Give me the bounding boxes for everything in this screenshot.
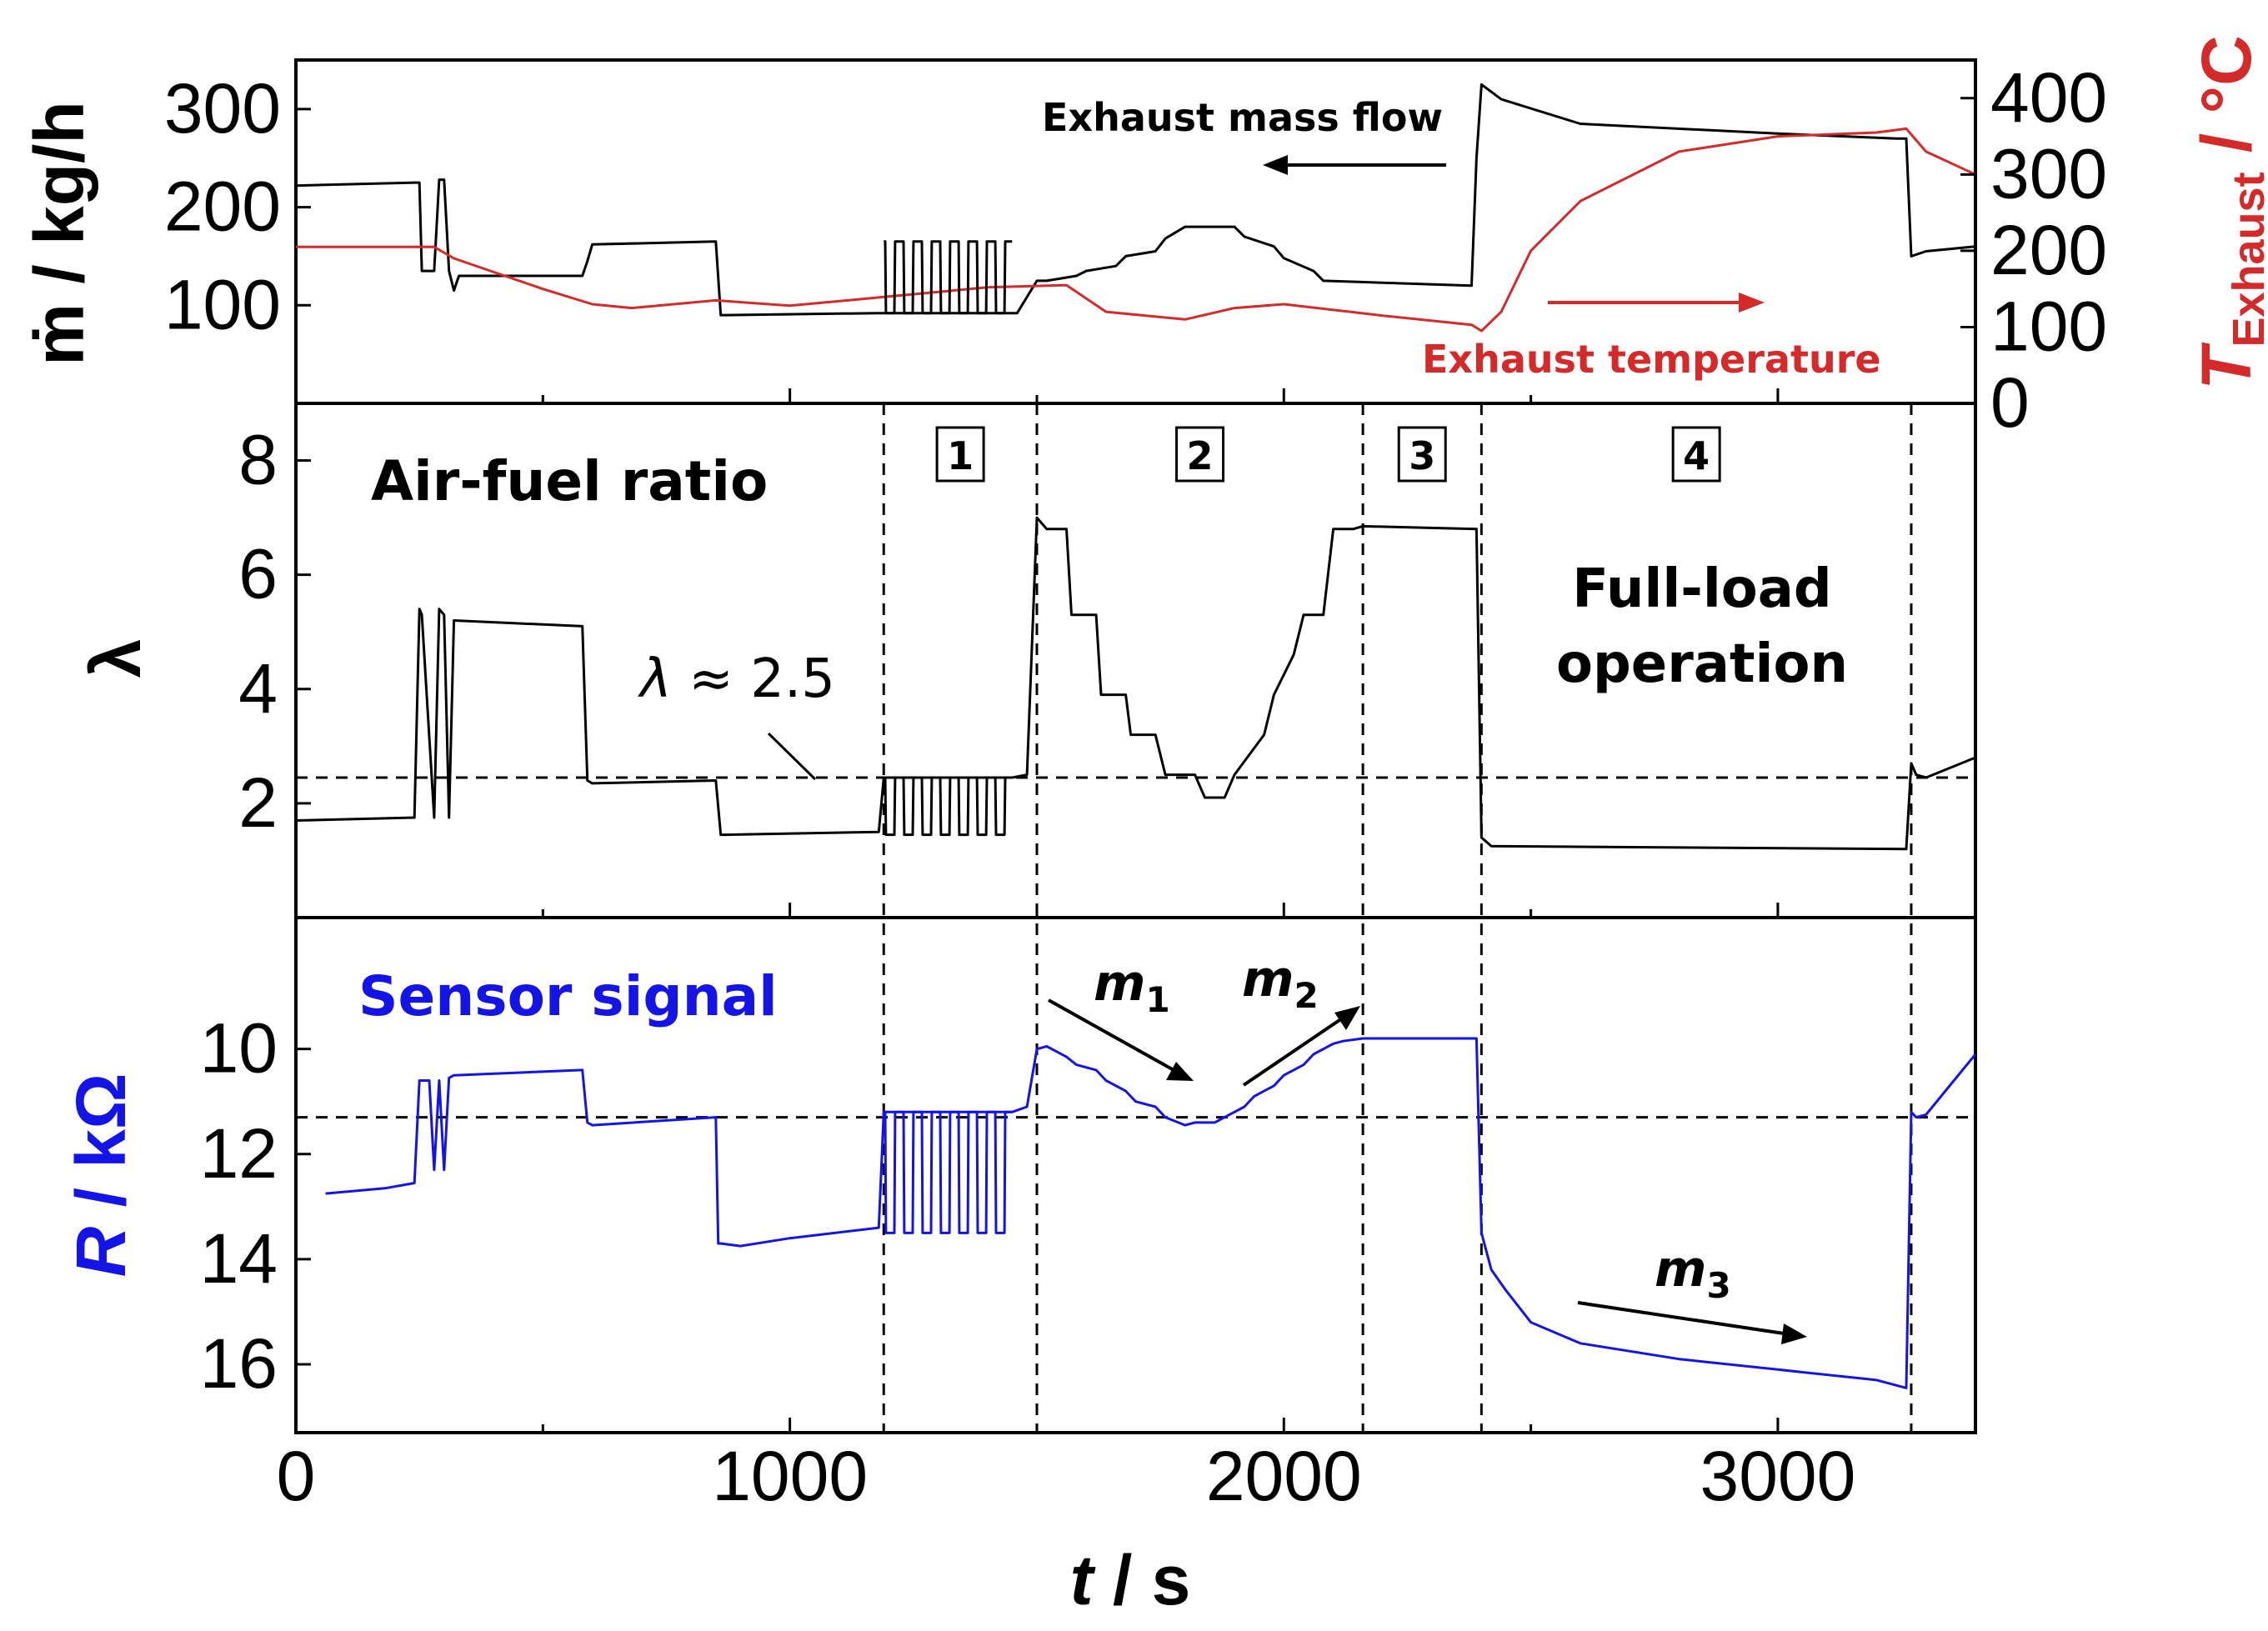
temperature-axis-title: TExhaust / °C — [2187, 35, 2268, 390]
lambda-leader-line — [767, 732, 817, 781]
lambda-approx-label: λ ≈ 2.5 — [638, 648, 835, 710]
series-line-top-0 — [295, 83, 1976, 317]
x-tick-label: 0 — [277, 1437, 316, 1515]
air-fuel-ratio-label: Air-fuel ratio — [371, 449, 768, 513]
y-tick-label-left: 300 — [164, 69, 281, 148]
top-panel-plot — [295, 83, 1976, 333]
m1-label: m1 — [1094, 954, 1170, 1020]
region-box — [935, 426, 985, 483]
y-tick-label-mid: 4 — [238, 649, 278, 728]
m1-arrow — [1048, 998, 1194, 1081]
y-tick-label-mid: 2 — [238, 763, 278, 842]
y-tick-label-right: 300 — [1990, 134, 2107, 213]
time-axis-title: t / s — [1070, 1541, 1191, 1619]
region-label: 1 — [947, 433, 974, 478]
region-label: 2 — [1187, 433, 1214, 478]
series-line-top-1 — [296, 127, 1976, 333]
full-load-label-line1: Full-load — [1572, 558, 1831, 620]
lambda-axis-title: λ — [77, 639, 155, 678]
temperature-label: Exhaust temperature — [1422, 337, 1881, 382]
full-load-label-line2: operation — [1556, 633, 1848, 695]
region-box — [1175, 426, 1225, 483]
mass-flow-axis-title: ṁ / kg/h — [20, 101, 98, 365]
y-tick-label-left: 100 — [164, 265, 281, 343]
m3-arrow — [1577, 1301, 1807, 1344]
series-line-bot-1 — [884, 1110, 1013, 1234]
region-labels: 1 2 3 4 — [935, 426, 1721, 483]
bottom-panel-frame — [294, 916, 1977, 1434]
series-line-mid-1 — [884, 776, 1013, 837]
region-box — [1397, 426, 1447, 483]
temperature-arrow — [1548, 293, 1765, 313]
y-tick-label-bot: 10 — [200, 1009, 278, 1088]
y-tick-label-bot: 14 — [200, 1219, 278, 1298]
series-line-bot-0 — [325, 1037, 1977, 1389]
y-tick-label-right: 400 — [1990, 58, 2107, 137]
region-label: 3 — [1409, 433, 1435, 478]
y-tick-label-left: 200 — [164, 168, 281, 246]
x-tick-label: 2000 — [1206, 1437, 1362, 1515]
mass-flow-arrow — [1263, 155, 1446, 175]
m2-arrow — [1242, 1006, 1360, 1087]
series-line-top-2 — [884, 240, 1013, 315]
y-tick-label-right: 0 — [1990, 363, 2030, 442]
region-box — [1671, 426, 1721, 483]
m3-label: m3 — [1655, 1240, 1731, 1306]
x-tick-label: 3000 — [1700, 1437, 1856, 1515]
mass-flow-label: Exhaust mass flow — [1042, 95, 1443, 140]
y-tick-label-mid: 6 — [238, 535, 278, 613]
axis-ticks: 0 1000 2000 3000100200300010020030040024681… — [164, 58, 2107, 1515]
sensor-signal-label: Sensor signal — [358, 964, 778, 1028]
y-tick-label-right: 200 — [1990, 211, 2107, 289]
y-tick-label-bot: 12 — [200, 1114, 278, 1193]
y-tick-label-bot: 16 — [200, 1324, 278, 1403]
bottom-panel-plot — [325, 1037, 1977, 1389]
middle-panel-plot — [295, 516, 1976, 851]
m2-label: m2 — [1242, 950, 1319, 1016]
reference-lines — [296, 403, 1975, 1433]
series-line-mid-0 — [295, 516, 1976, 851]
region-label: 4 — [1683, 433, 1710, 478]
y-tick-label-mid: 8 — [238, 421, 278, 499]
x-tick-label: 1000 — [712, 1437, 868, 1515]
y-tick-label-right: 100 — [1990, 287, 2107, 365]
resistance-axis-title: R / kΩ — [62, 1073, 140, 1278]
